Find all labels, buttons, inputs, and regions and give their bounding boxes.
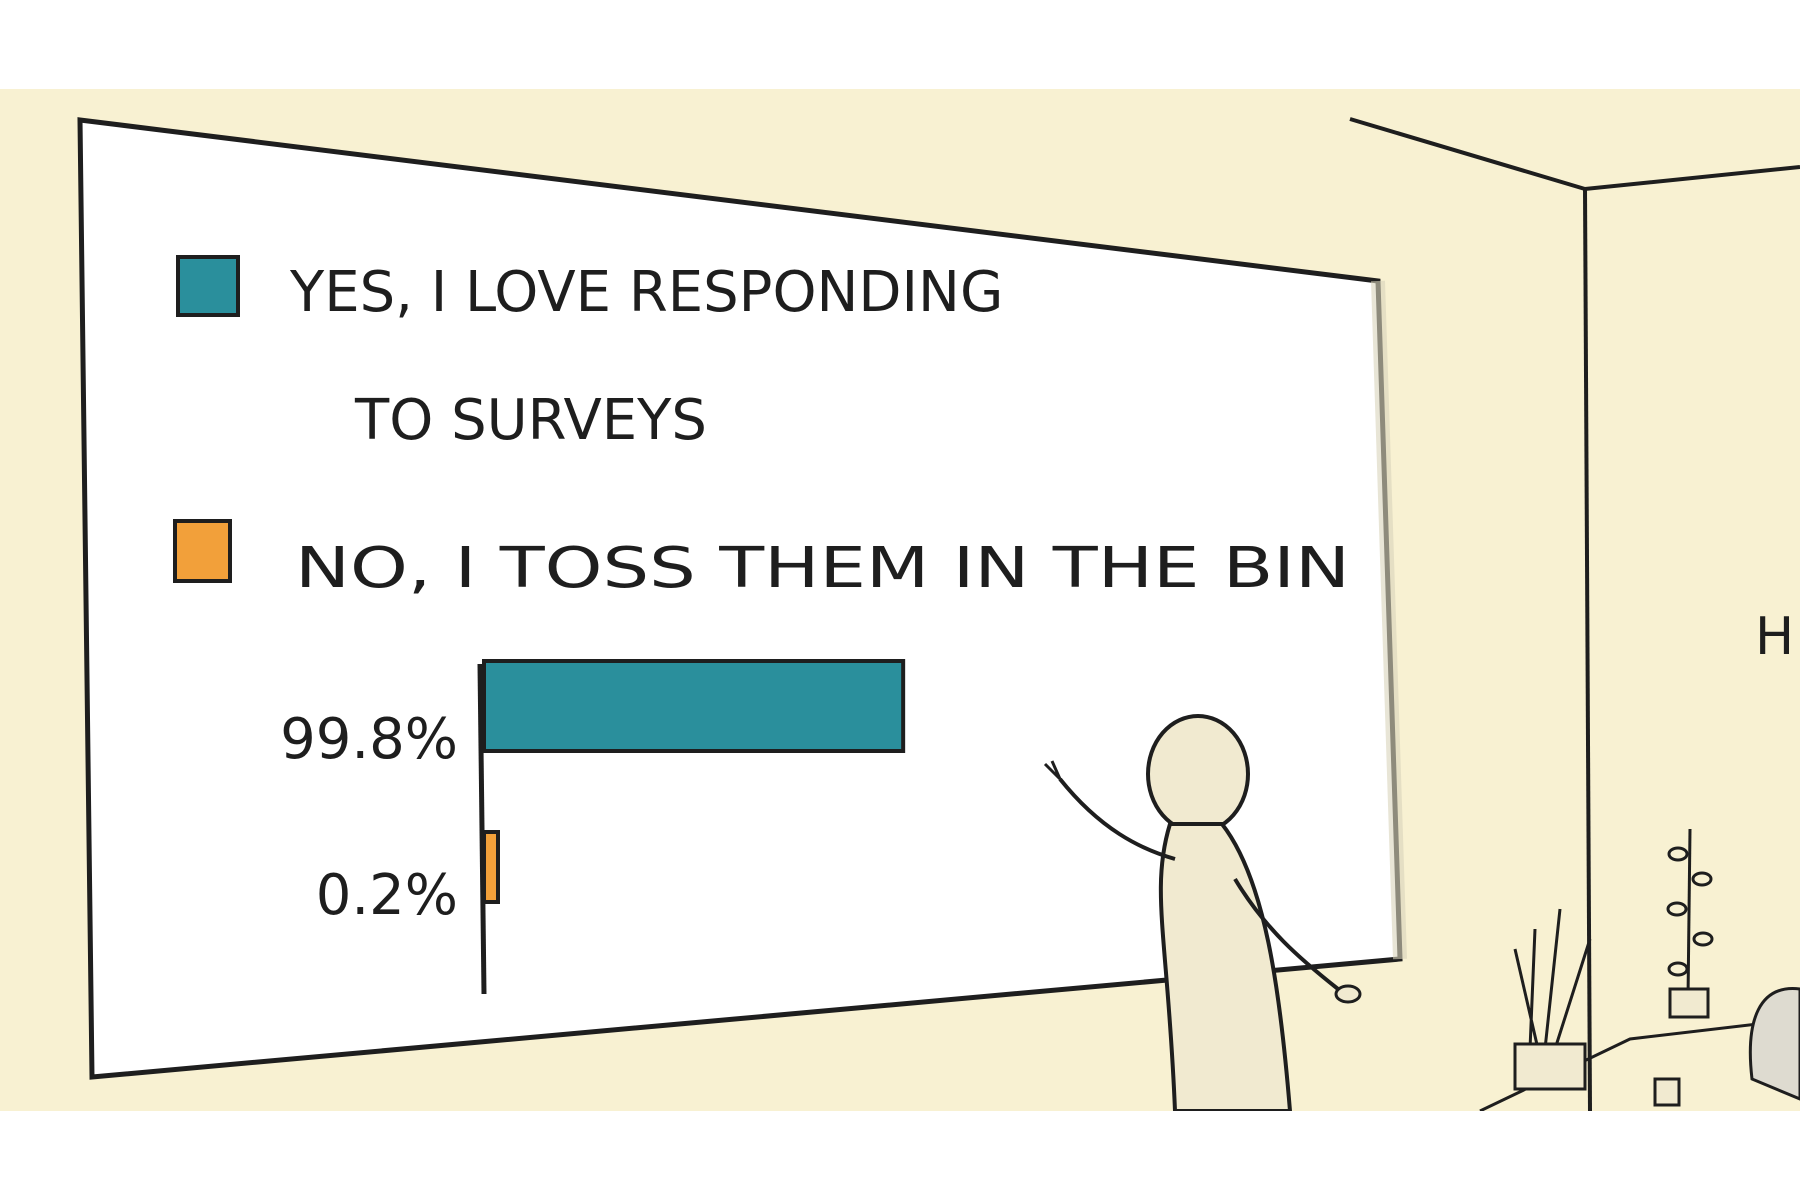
presenter-figure [1043, 714, 1362, 1111]
chair [1748, 987, 1800, 1101]
bar-no [482, 830, 500, 904]
legend-label-no: NO, I TOSS THEM IN THE BIN [295, 536, 1350, 601]
legend-swatch-no [173, 519, 232, 583]
comic-canvas: YES, I LOVE RESPONDING TO SURVEYS NO, I … [77, 117, 1800, 1111]
legend-label-yes-line1: YES, I LOVE RESPONDING [289, 260, 1003, 325]
value-label-yes: 99.8% [280, 707, 458, 772]
bars [482, 659, 906, 904]
legend-swatch-yes [176, 255, 240, 317]
wall-corner-line [1583, 188, 1592, 1111]
side-wall-text: H [1755, 607, 1794, 667]
value-label-no: 0.2% [316, 863, 458, 928]
presenter-head [1146, 714, 1250, 834]
presenter-body [1158, 822, 1293, 1111]
whiteboard-shadow [1371, 280, 1407, 960]
chart-axis [477, 663, 487, 995]
mug [1653, 1077, 1681, 1107]
presenter-other-arm [1233, 877, 1340, 991]
bar-yes [482, 659, 906, 753]
presenter-hand [1043, 760, 1062, 781]
ceiling-line [1349, 117, 1800, 192]
legend: YES, I LOVE RESPONDING TO SURVEYS NO, I … [173, 255, 1350, 601]
presenter-other-hand [1334, 984, 1362, 1004]
plant-leafy [1666, 828, 1714, 1019]
presenter-pointing-arm [1058, 777, 1176, 861]
plant-spiky [1513, 908, 1592, 1091]
legend-label-yes-line2: TO SURVEYS [354, 388, 707, 453]
comic-scene: YES, I LOVE RESPONDING TO SURVEYS NO, I … [0, 89, 1800, 1111]
